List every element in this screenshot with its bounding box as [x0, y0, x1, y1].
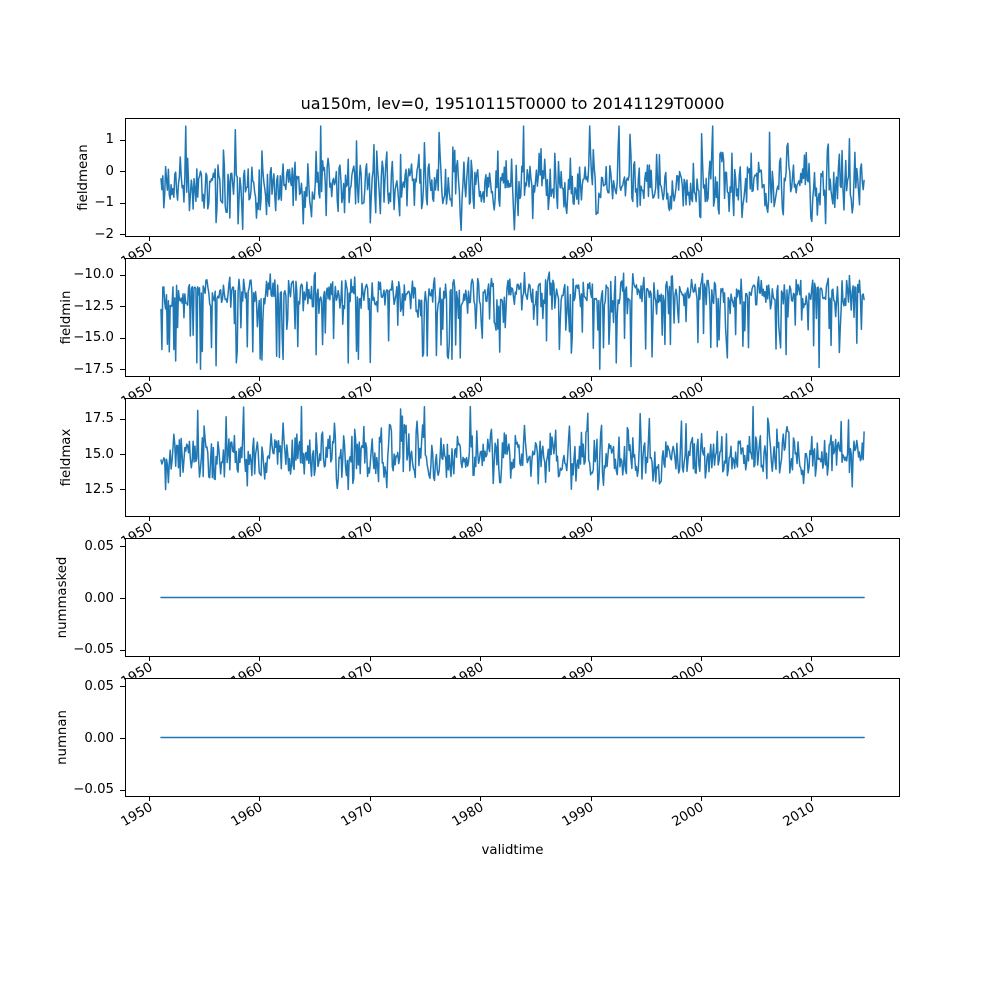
y-tick-label: 0: [105, 163, 114, 179]
y-tick-mark: [120, 202, 125, 204]
y-tick-mark: [120, 686, 125, 688]
y-tick-label: −0.05: [73, 782, 114, 798]
x-tick-mark: [369, 236, 371, 241]
x-tick-mark: [149, 516, 151, 521]
x-tick-mark: [149, 236, 151, 241]
x-tick-mark: [590, 516, 592, 521]
x-tick-label: 1980: [449, 800, 487, 830]
x-tick-mark: [259, 236, 261, 241]
x-tick-mark: [259, 656, 261, 661]
x-tick-mark: [259, 796, 261, 801]
y-tick-mark: [120, 234, 125, 236]
x-tick-label: 2010: [780, 800, 818, 830]
x-tick-label: 1990: [559, 800, 597, 830]
x-tick-mark: [480, 236, 482, 241]
x-tick-mark: [700, 516, 702, 521]
x-tick-mark: [369, 376, 371, 381]
y-tick-label: −0.05: [73, 642, 114, 658]
y-tick-label: −15.0: [73, 330, 114, 346]
x-tick-mark: [811, 236, 813, 241]
x-tick-mark: [149, 796, 151, 801]
x-tick-mark: [811, 516, 813, 521]
y-tick-label: 12.5: [84, 481, 114, 497]
chart-title: ua150m, lev=0, 19510115T0000 to 20141129…: [300, 94, 725, 113]
x-tick-mark: [590, 236, 592, 241]
data-line-fieldmin: [160, 271, 865, 370]
x-tick-mark: [700, 656, 702, 661]
x-tick-label: 2000: [670, 800, 707, 830]
y-tick-mark: [120, 546, 125, 548]
x-tick-mark: [149, 376, 151, 381]
x-tick-mark: [700, 236, 702, 241]
x-tick-mark: [480, 656, 482, 661]
x-tick-mark: [590, 656, 592, 661]
x-tick-mark: [149, 656, 151, 661]
x-tick-mark: [480, 796, 482, 801]
line-plot-fieldmin: [160, 271, 865, 370]
subplot-fieldmax: fieldmax 17.5 15.0 12.5 1950 1960 1970 1980 1990…: [59, 398, 900, 550]
y-tick-label: −1: [94, 195, 114, 211]
y-tick-label: −10.0: [73, 267, 114, 283]
x-tick-label: 1960: [228, 800, 266, 830]
y-tick-label: 17.5: [84, 411, 114, 427]
x-tick-mark: [700, 376, 702, 381]
x-tick-mark: [369, 516, 371, 521]
subplot-fieldmin: fieldmin −10.0 −12.5 −15.0 −17.5 1950 1960 1970…: [59, 258, 900, 410]
y-tick-mark: [120, 598, 125, 599]
x-tick-mark: [369, 656, 371, 661]
y-tick-mark: [120, 418, 125, 420]
y-tick-label: −2: [94, 226, 114, 242]
y-tick-mark: [120, 649, 125, 651]
y-tick-mark: [120, 489, 125, 491]
y-tick-label: 15.0: [84, 446, 114, 462]
x-tick-mark: [590, 796, 592, 801]
y-tick-label: 0.00: [84, 590, 114, 606]
y-tick-mark: [120, 306, 125, 308]
x-axis-label: validtime: [481, 843, 544, 858]
y-tick-mark: [120, 139, 125, 141]
y-tick-mark: [120, 274, 125, 276]
x-tick-mark: [811, 656, 813, 661]
data-line-fieldmax: [160, 405, 865, 491]
y-tick-label: −12.5: [73, 298, 114, 314]
line-plot-fieldmax: [160, 405, 865, 491]
data-line-fieldmean: [160, 125, 865, 232]
subplot-fieldmean: fieldmean 1 0 −1 −2 1950 1960 1970 1980 1990 2000 2…: [76, 118, 900, 270]
x-tick-mark: [480, 516, 482, 521]
x-tick-label: 1950: [118, 800, 156, 830]
x-tick-mark: [811, 796, 813, 801]
y-tick-label: −17.5: [73, 361, 114, 377]
x-tick-mark: [259, 376, 261, 381]
y-tick-mark: [120, 789, 125, 791]
x-tick-mark: [590, 376, 592, 381]
y-tick-label: 0.05: [84, 678, 114, 694]
line-plot-numnan: [160, 736, 865, 739]
y-tick-mark: [120, 171, 125, 173]
x-tick-mark: [369, 796, 371, 801]
line-plot-nummasked: [160, 596, 865, 599]
x-tick-mark: [811, 376, 813, 381]
subplot-numnan: numnan 0.05 0.00 −0.05 1950 1960 1970 1980 1990 2…: [55, 678, 900, 830]
subplot-nummasked: nummasked 0.05 0.00 −0.05 1950 1960 1970 1980 19…: [55, 538, 900, 690]
x-tick-mark: [480, 376, 482, 381]
y-tick-mark: [120, 369, 125, 371]
x-tick-mark: [700, 796, 702, 801]
line-plot-fieldmean: [160, 125, 865, 232]
x-tick-mark: [259, 516, 261, 521]
y-tick-mark: [120, 738, 125, 739]
x-tick-label: 1970: [339, 800, 376, 830]
y-tick-label: 0.05: [84, 538, 114, 554]
y-tick-label: 1: [105, 132, 114, 148]
y-tick-mark: [120, 337, 125, 339]
y-tick-mark: [120, 454, 125, 456]
y-tick-label: 0.00: [84, 730, 114, 746]
